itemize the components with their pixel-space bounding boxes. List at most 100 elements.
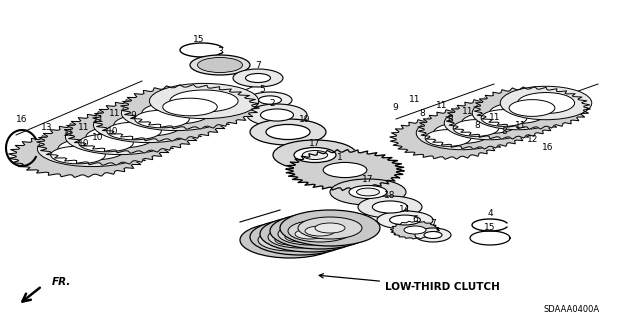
Ellipse shape bbox=[301, 155, 389, 185]
Ellipse shape bbox=[275, 235, 305, 245]
Ellipse shape bbox=[305, 226, 335, 236]
Text: 11: 11 bbox=[436, 101, 448, 110]
Text: 11: 11 bbox=[462, 108, 474, 116]
Text: 17: 17 bbox=[362, 175, 374, 184]
Polygon shape bbox=[65, 109, 204, 153]
Ellipse shape bbox=[356, 188, 380, 196]
Text: 10: 10 bbox=[108, 127, 119, 136]
Ellipse shape bbox=[298, 217, 362, 239]
Ellipse shape bbox=[259, 96, 282, 104]
Ellipse shape bbox=[285, 232, 315, 242]
Ellipse shape bbox=[107, 122, 161, 140]
Ellipse shape bbox=[349, 186, 387, 198]
Text: 6: 6 bbox=[412, 214, 418, 224]
Ellipse shape bbox=[260, 216, 360, 252]
Ellipse shape bbox=[294, 147, 336, 162]
Polygon shape bbox=[9, 133, 147, 177]
Ellipse shape bbox=[509, 100, 555, 116]
Text: 15: 15 bbox=[193, 35, 205, 44]
Ellipse shape bbox=[404, 122, 492, 154]
Ellipse shape bbox=[424, 232, 442, 239]
Text: 11: 11 bbox=[63, 129, 75, 137]
Ellipse shape bbox=[248, 92, 292, 108]
Polygon shape bbox=[36, 121, 175, 165]
Ellipse shape bbox=[425, 130, 471, 146]
Ellipse shape bbox=[258, 229, 322, 251]
Text: 8: 8 bbox=[447, 115, 453, 123]
Text: 9: 9 bbox=[130, 110, 136, 120]
Ellipse shape bbox=[250, 119, 326, 145]
Ellipse shape bbox=[372, 201, 408, 213]
Text: 13: 13 bbox=[41, 123, 52, 132]
Ellipse shape bbox=[86, 126, 154, 148]
Polygon shape bbox=[286, 150, 404, 190]
Ellipse shape bbox=[51, 146, 105, 164]
Ellipse shape bbox=[190, 55, 250, 75]
Ellipse shape bbox=[58, 138, 126, 160]
Ellipse shape bbox=[142, 102, 210, 124]
Text: 11: 11 bbox=[489, 114, 500, 122]
Ellipse shape bbox=[204, 60, 237, 70]
Ellipse shape bbox=[135, 110, 189, 128]
Ellipse shape bbox=[247, 104, 307, 126]
Polygon shape bbox=[121, 85, 259, 130]
Polygon shape bbox=[446, 97, 562, 139]
Ellipse shape bbox=[330, 179, 406, 205]
Ellipse shape bbox=[233, 69, 283, 87]
Ellipse shape bbox=[53, 126, 159, 160]
Ellipse shape bbox=[109, 102, 214, 136]
Ellipse shape bbox=[488, 92, 576, 124]
Text: 16: 16 bbox=[542, 144, 554, 152]
Ellipse shape bbox=[268, 226, 332, 248]
Ellipse shape bbox=[396, 223, 434, 237]
Ellipse shape bbox=[517, 93, 575, 114]
Ellipse shape bbox=[490, 102, 547, 123]
Ellipse shape bbox=[150, 83, 259, 119]
Text: 7: 7 bbox=[255, 61, 261, 70]
Ellipse shape bbox=[481, 110, 527, 126]
Text: 2: 2 bbox=[269, 99, 275, 108]
Ellipse shape bbox=[500, 86, 592, 120]
Ellipse shape bbox=[93, 108, 202, 143]
Ellipse shape bbox=[79, 134, 133, 152]
Ellipse shape bbox=[122, 95, 230, 130]
Ellipse shape bbox=[390, 215, 420, 225]
Text: 4: 4 bbox=[487, 210, 493, 219]
Ellipse shape bbox=[432, 112, 520, 144]
Ellipse shape bbox=[170, 90, 238, 112]
Ellipse shape bbox=[26, 138, 131, 172]
Ellipse shape bbox=[65, 119, 175, 155]
Ellipse shape bbox=[37, 131, 147, 167]
Text: 11: 11 bbox=[109, 108, 121, 117]
Ellipse shape bbox=[81, 114, 187, 148]
Text: 8: 8 bbox=[419, 108, 425, 117]
Text: 1: 1 bbox=[337, 153, 343, 162]
Text: 11: 11 bbox=[409, 95, 420, 105]
Text: 17: 17 bbox=[309, 138, 321, 147]
Ellipse shape bbox=[460, 102, 548, 134]
Ellipse shape bbox=[472, 96, 564, 130]
Text: 11: 11 bbox=[93, 115, 105, 124]
Ellipse shape bbox=[246, 73, 271, 83]
Text: 11: 11 bbox=[78, 122, 90, 131]
Ellipse shape bbox=[163, 98, 218, 116]
Text: 10: 10 bbox=[92, 132, 104, 142]
Text: 16: 16 bbox=[16, 115, 28, 124]
Ellipse shape bbox=[415, 228, 451, 242]
Text: 8: 8 bbox=[474, 121, 480, 130]
Text: 7: 7 bbox=[430, 219, 436, 228]
Text: FR.: FR. bbox=[52, 277, 72, 287]
Ellipse shape bbox=[433, 122, 491, 144]
Ellipse shape bbox=[453, 120, 499, 136]
Text: 18: 18 bbox=[384, 191, 396, 201]
Text: 10: 10 bbox=[78, 138, 90, 147]
Text: 5: 5 bbox=[259, 85, 265, 93]
Polygon shape bbox=[474, 87, 590, 129]
Ellipse shape bbox=[273, 140, 357, 170]
Ellipse shape bbox=[358, 196, 422, 218]
Ellipse shape bbox=[250, 219, 350, 255]
Polygon shape bbox=[418, 107, 534, 149]
Ellipse shape bbox=[270, 213, 370, 249]
Text: 11: 11 bbox=[515, 121, 527, 130]
Text: SDAAA0400A: SDAAA0400A bbox=[544, 306, 600, 315]
